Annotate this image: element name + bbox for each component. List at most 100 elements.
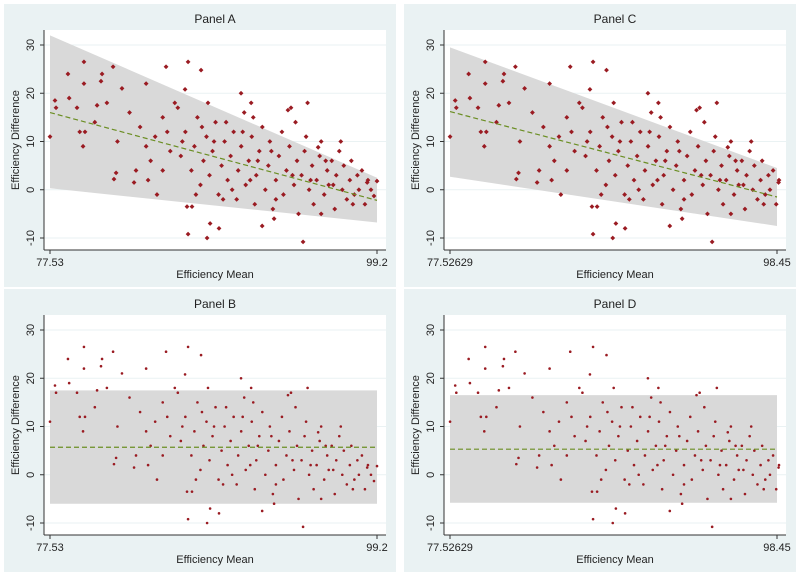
data-point (321, 192, 327, 197)
data-point (252, 201, 258, 207)
data-point (591, 345, 595, 349)
data-point (365, 177, 371, 183)
data-point (703, 158, 709, 164)
data-point (148, 158, 154, 164)
x-axis-label: Efficiency Mean (576, 269, 653, 281)
data-point (745, 458, 748, 462)
y-tick-label: -10 (425, 515, 437, 531)
data-point (273, 197, 279, 202)
data-point (294, 405, 297, 409)
data-point (648, 415, 651, 419)
data-point (537, 454, 541, 457)
data-point (715, 386, 719, 390)
data-point (692, 168, 698, 173)
data-point (80, 143, 86, 149)
limits-of-agreement-band (50, 35, 377, 223)
data-point (309, 463, 312, 467)
data-point (353, 478, 356, 481)
data-point (282, 478, 285, 481)
data-point (717, 177, 723, 183)
data-point (656, 463, 659, 467)
data-point (655, 177, 660, 183)
data-point (678, 206, 684, 212)
data-point (259, 223, 265, 229)
data-point (662, 458, 665, 462)
x-tick-label: 99.2 (366, 257, 387, 269)
data-point (303, 434, 306, 438)
data-point (310, 449, 314, 452)
data-point (685, 439, 689, 443)
data-point (268, 148, 274, 154)
data-point (661, 172, 667, 178)
data-point (662, 158, 668, 164)
data-point (294, 158, 300, 164)
data-point (663, 444, 667, 448)
data-point (267, 449, 270, 452)
data-point (81, 59, 87, 65)
data-point (540, 124, 546, 130)
data-point (514, 350, 517, 354)
data-point (329, 158, 335, 164)
data-point (172, 100, 178, 106)
data-point (712, 134, 718, 140)
chart-b: -10 0 10 20 30 77.53 99.2 Efficiency Mean Effici… (10, 297, 388, 566)
data-point (572, 148, 578, 154)
data-point (734, 168, 740, 173)
data-point (682, 483, 686, 486)
data-point (338, 139, 344, 144)
data-point (317, 153, 323, 159)
data-point (748, 434, 751, 438)
x-tick-label: 98.45 (763, 542, 791, 554)
data-point (697, 105, 703, 111)
data-point (223, 425, 226, 428)
data-point (731, 192, 737, 197)
data-point (584, 439, 587, 443)
data-point (637, 473, 640, 477)
data-point (280, 415, 284, 419)
data-point (711, 148, 717, 154)
data-point (657, 386, 660, 390)
data-point (138, 410, 142, 414)
data-point (598, 192, 604, 197)
data-point (740, 444, 744, 448)
data-point (565, 454, 569, 457)
data-point (160, 114, 166, 120)
data-point (694, 107, 699, 113)
data-point (737, 468, 741, 472)
panel-title: Panel D (594, 297, 637, 311)
data-point (160, 168, 166, 173)
data-point (751, 473, 755, 477)
data-point (351, 487, 355, 491)
data-point (249, 134, 255, 140)
data-point (693, 454, 697, 457)
data-point (95, 389, 99, 392)
data-point (534, 180, 540, 185)
data-point (231, 129, 237, 135)
x-tick-label: 77.53 (36, 542, 64, 554)
data-point (557, 420, 561, 423)
data-point (292, 468, 296, 472)
data-point (326, 182, 332, 188)
data-point (186, 345, 190, 349)
data-point (610, 420, 614, 423)
data-point (190, 454, 193, 457)
data-point (264, 473, 267, 477)
data-point (241, 110, 247, 115)
data-point (605, 353, 608, 357)
data-point (188, 168, 194, 173)
y-tick-label: 20 (425, 372, 437, 384)
data-point (116, 425, 119, 428)
data-point (751, 163, 757, 169)
data-point (196, 401, 199, 404)
data-point (667, 223, 673, 229)
data-point (551, 158, 557, 164)
data-point (270, 206, 276, 212)
data-point (595, 454, 598, 457)
y-tick-label: 30 (425, 324, 437, 336)
data-point (240, 129, 246, 135)
data-point (134, 454, 138, 457)
data-point (110, 64, 116, 70)
data-point (81, 81, 87, 86)
chart-d: -10 0 10 20 30 77.52629 98.45 Efficiency Mean Ef… (410, 297, 791, 566)
data-point (223, 119, 229, 125)
